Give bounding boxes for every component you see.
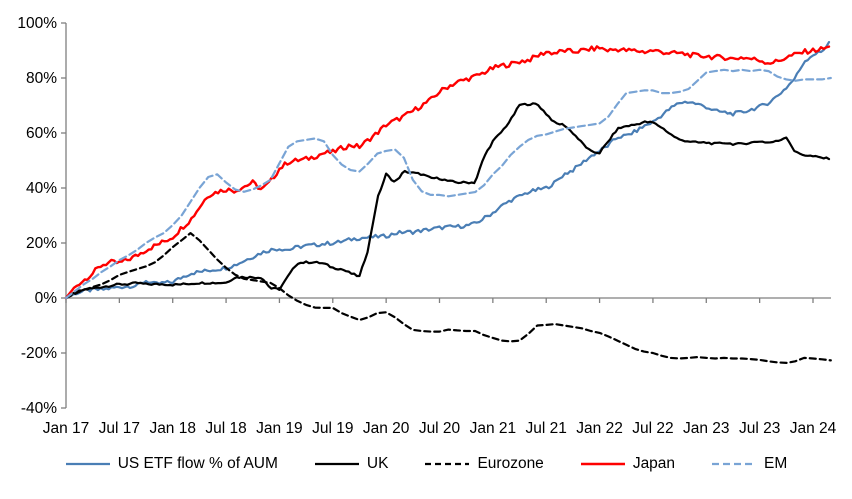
y-tick-label: 20% — [26, 235, 57, 252]
x-tick-label: Jul 21 — [526, 420, 567, 437]
x-tick-label: Jul 17 — [99, 420, 140, 437]
x-tick-label: Jul 22 — [632, 420, 673, 437]
x-tick-label: Jan 23 — [683, 420, 730, 437]
legend-line-sample — [314, 462, 359, 466]
series-line-uk — [64, 102, 831, 300]
x-tick-label: Jan 18 — [149, 420, 196, 437]
x-tick-label: Jul 19 — [312, 420, 353, 437]
y-tick-label: 100% — [17, 15, 57, 32]
legend-line-sample — [65, 462, 110, 466]
x-tick-label: Jan 21 — [470, 420, 517, 437]
chart-legend: US ETF flow % of AUM UK Eurozone Japan EM — [0, 455, 852, 473]
x-tick-label: Jul 23 — [739, 420, 780, 437]
x-tick-label: Jan 22 — [576, 420, 623, 437]
legend-line-sample — [580, 462, 625, 466]
x-tick-label: Jan 24 — [790, 420, 837, 437]
legend-item-em: EM — [711, 455, 787, 473]
legend-label: US ETF flow % of AUM — [117, 455, 278, 472]
y-tick-label: 0% — [35, 290, 58, 307]
series-line-eurozone — [64, 232, 832, 364]
x-tick-label: Jan 20 — [363, 420, 410, 437]
legend-item-eurozone: Eurozone — [424, 455, 544, 473]
y-tick-label: -40% — [21, 400, 57, 417]
legend-label: EM — [764, 455, 788, 472]
legend-line-sample — [712, 462, 757, 466]
y-tick-label: 40% — [26, 180, 57, 197]
series-line-japan — [64, 45, 831, 300]
x-tick-label: Jan 19 — [256, 420, 303, 437]
series-line-us-etf-flow-of-aum — [64, 41, 831, 300]
y-tick-label: 60% — [26, 125, 57, 142]
legend-label: Japan — [632, 455, 676, 472]
y-tick-label: -20% — [21, 345, 57, 362]
legend-line-sample — [425, 462, 470, 466]
legend-label: Eurozone — [477, 455, 544, 472]
legend-label: UK — [366, 455, 389, 472]
x-tick-label: Jan 17 — [43, 420, 90, 437]
x-tick-label: Jul 18 — [205, 420, 246, 437]
legend-item-uk: UK — [314, 455, 389, 473]
legend-item-japan: Japan — [580, 455, 675, 473]
y-tick-label: 80% — [26, 70, 57, 87]
x-tick-label: Jul 20 — [419, 420, 461, 437]
legend-item-us-etf-flow-of-aum: US ETF flow % of AUM — [65, 455, 278, 473]
series-line-em — [64, 68, 832, 300]
